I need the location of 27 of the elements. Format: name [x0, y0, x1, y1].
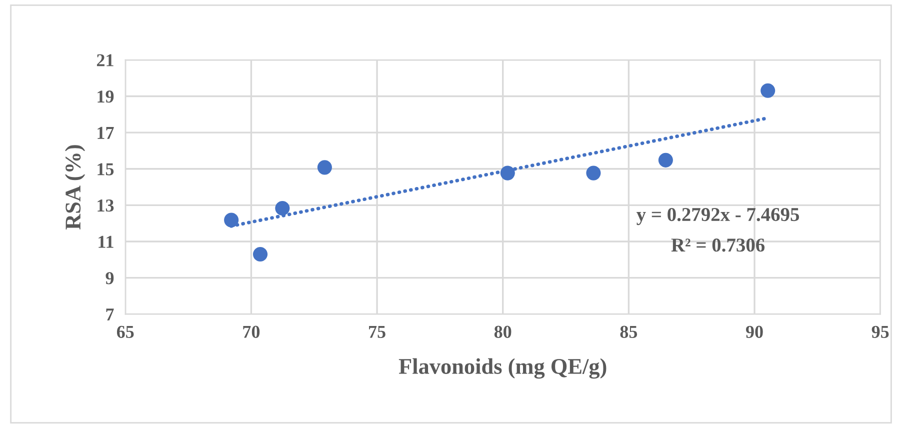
- point: [658, 152, 673, 168]
- y-tick-label: 11: [98, 236, 114, 248]
- annotation: y = 0.2792x - 7.4695: [636, 208, 800, 226]
- y-tick-label: 15: [98, 163, 114, 176]
- x-axis-title: Flavonoids (mg QE/g): [398, 358, 606, 379]
- point: [317, 160, 332, 175]
- x-tick-label: 90: [746, 326, 763, 338]
- annotation: R² = 0.7306: [671, 238, 765, 252]
- y-axis-title: RSA (%): [64, 145, 86, 230]
- point: [252, 246, 268, 262]
- x-tick-label: 80: [494, 326, 512, 338]
- x-tick-label: 65: [116, 326, 134, 338]
- x-tick-label: 85: [620, 326, 638, 338]
- point: [586, 166, 601, 180]
- y-tick-label: 9: [106, 272, 114, 284]
- point: [500, 166, 515, 180]
- x-tick-label: 70: [243, 326, 260, 338]
- point: [224, 212, 239, 228]
- y-tick-label: 21: [96, 54, 114, 66]
- y-tick-label: 13: [98, 200, 114, 212]
- point: [275, 201, 290, 216]
- x-tick-label: 75: [369, 326, 386, 338]
- y-tick-label: 19: [98, 90, 114, 103]
- y-tick-label: 7: [106, 308, 114, 320]
- x-tick-label: 95: [872, 326, 889, 338]
- y-tick-label: 17: [98, 126, 114, 139]
- point: [760, 83, 776, 98]
